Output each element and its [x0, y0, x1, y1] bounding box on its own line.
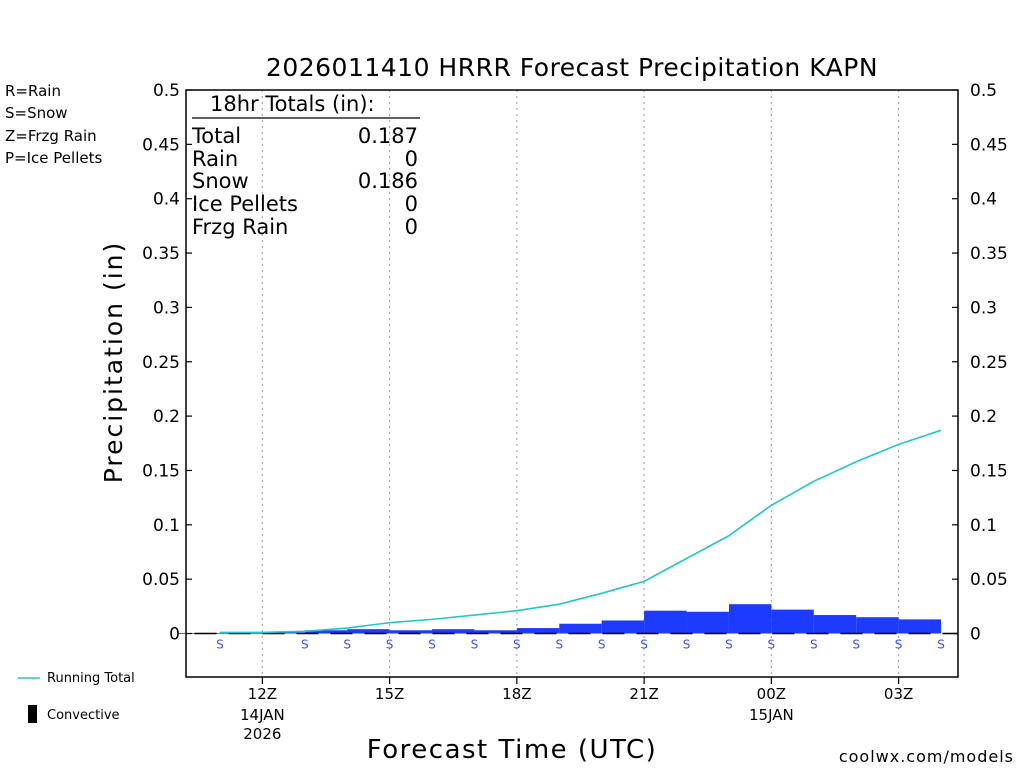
- snow-marker: S: [895, 638, 903, 652]
- precip-bar: [813, 615, 857, 634]
- snow-marker: S: [598, 638, 606, 652]
- ytick-label-right: 0.4: [970, 190, 997, 210]
- totals-value-ice-pellets: 0: [405, 192, 418, 216]
- ytick-label-left: 0.35: [142, 244, 180, 264]
- snow-marker: S: [683, 638, 691, 652]
- plot-frame: [185, 89, 959, 678]
- running-total-legend-label: Running Total: [47, 671, 135, 686]
- bars-group: [177, 604, 942, 634]
- snow-marker: S: [852, 638, 860, 652]
- ytick-label-left: 0.25: [142, 353, 180, 373]
- totals-label-snow: Snow: [192, 169, 249, 193]
- ytick-label-left: 0.05: [142, 570, 180, 590]
- xtick-label: 03Z: [884, 685, 913, 703]
- ytick-label-right: 0: [970, 625, 981, 645]
- xtick-label: 21Z: [629, 685, 658, 703]
- snow-marker: S: [428, 638, 436, 652]
- ytick-label-left: 0.4: [153, 190, 180, 210]
- xtick-date: 14JAN: [240, 706, 285, 724]
- precip-bar: [898, 619, 942, 634]
- xtick-year: 2026: [243, 725, 281, 743]
- ytick-label-right: 0.45: [970, 135, 1008, 155]
- snow-marker: S: [301, 638, 309, 652]
- precip-bar: [389, 630, 433, 634]
- y-ticks: 0.5 0.5 0.45 0.45 0.4 0.4 0.35 0.35 0.3 0.3 0.25 0.…: [142, 81, 1008, 645]
- convective-swatch: [28, 705, 37, 723]
- ytick-label-right: 0.25: [970, 353, 1008, 373]
- precip-bar: [686, 611, 729, 634]
- ytick-label-right: 0.2: [970, 407, 997, 427]
- ytick-label-left: 0.1: [153, 516, 180, 536]
- precip-bar: [856, 617, 899, 634]
- ytick-label-right: 0.35: [970, 244, 1008, 264]
- convective-legend-label: Convective: [47, 708, 120, 723]
- precip-bar: [601, 620, 645, 634]
- totals-label-total: Total: [191, 124, 241, 148]
- ytick-label-left: 0.45: [142, 135, 180, 155]
- precip-bar: [728, 604, 772, 634]
- snow-marker: S: [725, 638, 733, 652]
- legend-frzg-rain: Z=Frzg Rain: [5, 127, 97, 145]
- snow-marker: S: [513, 638, 521, 652]
- xtick-label: 18Z: [502, 685, 531, 703]
- ytick-label-left: 0.3: [153, 298, 180, 318]
- ytick-label-left: 0.15: [142, 461, 180, 481]
- precip-bar: [771, 609, 814, 634]
- totals-box: 18hr Totals (in): Total 0.187 Rain 0 Sno…: [191, 92, 420, 239]
- precip-bar: [559, 623, 602, 634]
- ytick-label-right: 0.05: [970, 570, 1008, 590]
- snow-marker: S: [810, 638, 818, 652]
- legend-rain: R=Rain: [5, 82, 61, 100]
- totals-label-rain: Rain: [192, 147, 238, 171]
- precip-bar: [516, 628, 560, 634]
- totals-value-rain: 0: [405, 147, 418, 171]
- snow-marker: S: [343, 638, 351, 652]
- y-axis-label: Precipitation (in): [99, 241, 128, 484]
- xtick-label: 15Z: [375, 685, 404, 703]
- snow-marker: S: [640, 638, 648, 652]
- ytick-label-right: 0.5: [970, 81, 997, 101]
- totals-label-frzg-rain: Frzg Rain: [192, 215, 288, 239]
- gridlines: [261, 90, 900, 677]
- totals-header: 18hr Totals (in):: [210, 92, 375, 116]
- ytick-label-right: 0.1: [970, 516, 997, 536]
- ytick-label-left: 0.5: [153, 81, 180, 101]
- xtick-label: 00Z: [757, 685, 786, 703]
- snow-marker: S: [555, 638, 563, 652]
- ytick-label-right: 0.3: [970, 298, 997, 318]
- precip-bar: [347, 629, 390, 634]
- xtick-label: 12Z: [248, 685, 277, 703]
- ytick-label-right: 0.15: [970, 461, 1008, 481]
- ytick-label-left: 0.2: [153, 407, 180, 427]
- precip-bar: [432, 629, 475, 634]
- credit-text: coolwx.com/models: [839, 747, 1014, 766]
- running-total-group: [219, 429, 942, 634]
- snow-marker: S: [937, 638, 945, 652]
- snow-marker: S: [471, 638, 479, 652]
- snow-marker: S: [216, 638, 224, 652]
- type-legend: R=Rain S=Snow Z=Frzg Rain P=Ice Pellets: [5, 82, 102, 167]
- x-axis-label: Forecast Time (UTC): [367, 735, 658, 765]
- precip-bar: [304, 630, 348, 634]
- xtick-date: 15JAN: [749, 706, 794, 724]
- totals-label-ice-pellets: Ice Pellets: [192, 192, 298, 216]
- chart-title: 2026011410 HRRR Forecast Precipitation K…: [266, 53, 878, 82]
- ytick-label-left: 0: [169, 625, 180, 645]
- precip-bar: [644, 610, 687, 634]
- snow-marker: S: [386, 638, 394, 652]
- series-legend: Running Total Convective: [18, 671, 135, 723]
- legend-ice-pellets: P=Ice Pellets: [5, 149, 102, 167]
- totals-value-total: 0.187: [358, 124, 418, 148]
- snow-marker: S: [768, 638, 776, 652]
- running-total-line: [219, 429, 942, 634]
- totals-value-snow: 0.186: [358, 169, 418, 193]
- precip-bar: [474, 630, 517, 634]
- totals-value-frzg-rain: 0: [405, 215, 418, 239]
- legend-snow: S=Snow: [5, 104, 68, 122]
